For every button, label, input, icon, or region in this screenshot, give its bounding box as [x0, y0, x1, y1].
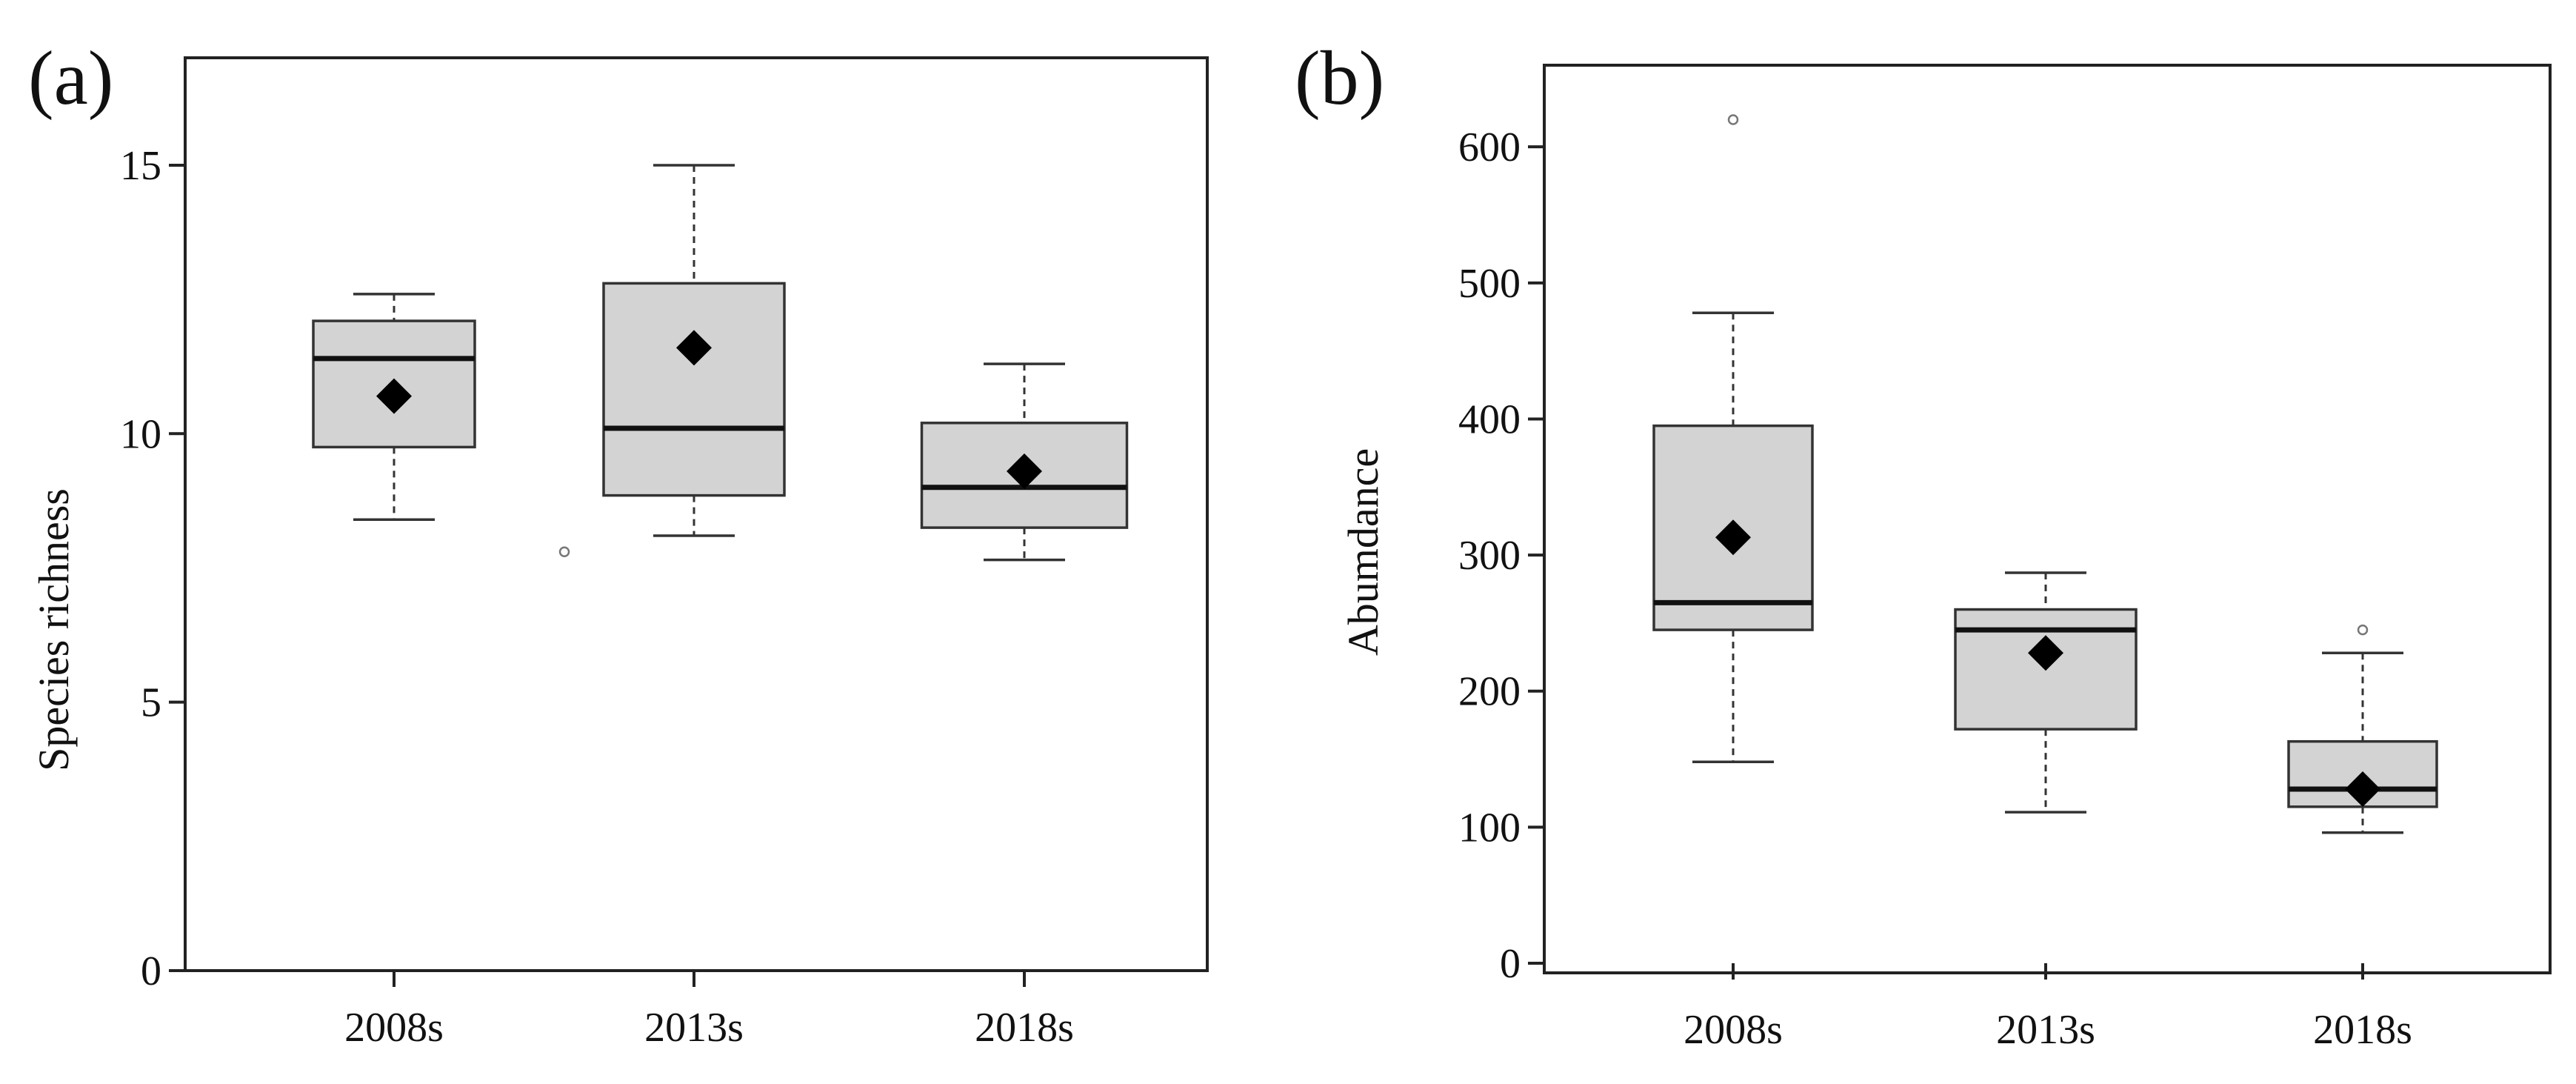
- outlier-point: [558, 546, 570, 557]
- x-tick-label: 2008s: [344, 1005, 444, 1051]
- box-2018s: [2287, 624, 2438, 834]
- y-tick-label: 15: [120, 143, 161, 189]
- panel-a-boxes: [312, 164, 1129, 562]
- y-tick-label: 0: [141, 948, 161, 994]
- panel-a-x-ticks: 2008s 2013s 2018s: [344, 971, 1074, 1051]
- x-tick-label: 2013s: [1996, 1007, 2095, 1053]
- y-tick-label: 600: [1458, 124, 1521, 170]
- box-2008s: [1652, 114, 1814, 763]
- mean-marker: [1007, 453, 1042, 490]
- y-tick-label: 10: [120, 411, 161, 457]
- mean-marker: [2028, 635, 2063, 671]
- y-tick-label: 100: [1458, 805, 1521, 851]
- mean-marker: [376, 378, 412, 414]
- mean-marker: [676, 330, 712, 366]
- y-tick-label: 5: [141, 680, 161, 726]
- panel-b-y-axis-label: Abumdance: [1339, 448, 1387, 656]
- box-2013s: [1954, 571, 2138, 814]
- y-tick-label: 300: [1458, 533, 1521, 579]
- y-tick-label: 500: [1458, 261, 1521, 307]
- panel-b-label: (b): [1295, 36, 1384, 121]
- panel-a-plot-frame: [184, 56, 1209, 972]
- panel-b-x-ticks: 2008s 2013s 2018s: [1684, 963, 2412, 1053]
- panel-b-y-ticks: 0 100 200 300 400 500 600: [1458, 124, 1544, 987]
- y-tick-label: 200: [1458, 669, 1521, 715]
- box-2013s: [558, 164, 786, 557]
- mean-marker: [1715, 519, 1751, 556]
- y-tick-label: 0: [1500, 941, 1521, 987]
- box-2018s: [920, 362, 1129, 562]
- x-tick-label: 2013s: [644, 1005, 744, 1051]
- box-2008s: [312, 293, 476, 521]
- panel-a-y-axis-label: Species richness: [30, 488, 78, 771]
- outlier-point: [1727, 114, 1739, 125]
- iqr-box: [602, 282, 786, 497]
- x-tick-label: 2018s: [2313, 1007, 2412, 1053]
- panel-a-y-ticks: 0 5 10 15: [120, 143, 185, 994]
- x-tick-label: 2008s: [1684, 1007, 1783, 1053]
- panel-a-label: (a): [28, 36, 113, 121]
- outlier-point: [2357, 624, 2369, 636]
- x-tick-label: 2018s: [975, 1005, 1074, 1051]
- y-tick-label: 400: [1458, 396, 1521, 442]
- panel-b-boxes: [1652, 114, 2438, 834]
- mean-marker: [2345, 771, 2380, 807]
